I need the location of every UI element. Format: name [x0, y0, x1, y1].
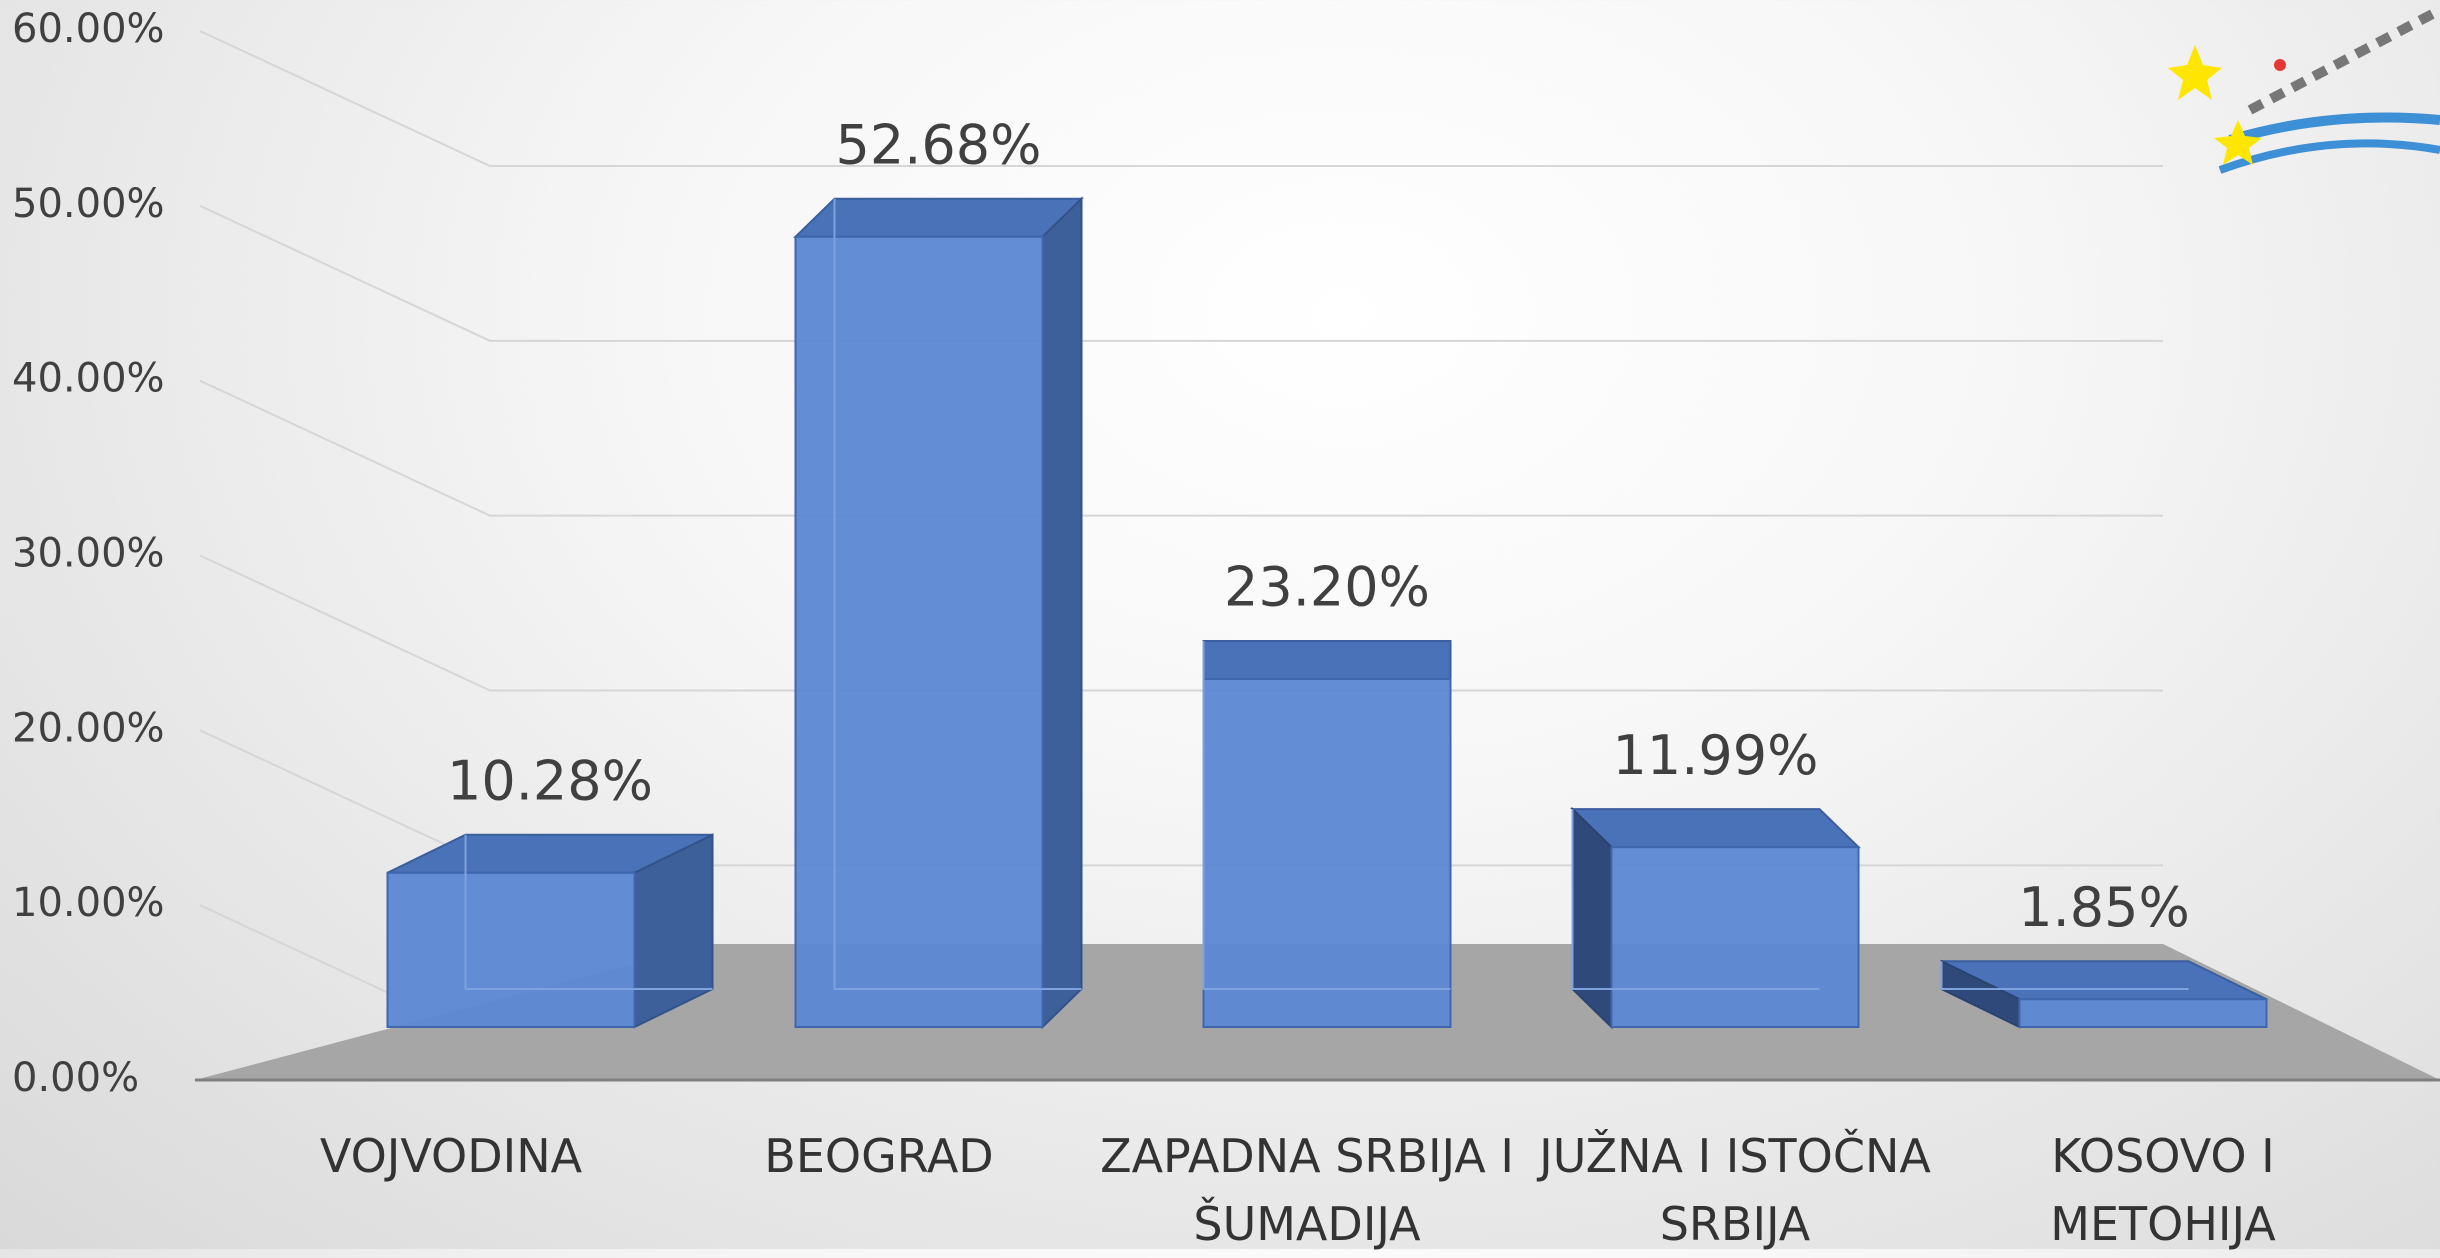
value-label: 10.28% — [447, 749, 653, 812]
bar-front — [794, 235, 1044, 1029]
value-label: 52.68% — [836, 113, 1042, 176]
y-tick-label: 10.00% — [12, 880, 165, 926]
grid-line — [199, 379, 2163, 517]
bar-inner-edge — [833, 198, 1082, 990]
bar-side — [1571, 806, 1613, 1030]
bar-front — [1202, 678, 1452, 1028]
x-tick-label: VOJVODINA — [319, 1129, 583, 1183]
x-tick-label: JUŽNA I ISTOČNA SRBIJA — [1539, 1129, 1931, 1251]
value-label: 1.85% — [2018, 876, 2190, 939]
y-tick-label: 30.00% — [12, 531, 165, 577]
bar-top — [1570, 808, 1861, 849]
bar — [1202, 640, 1452, 1028]
x-tick-label: ZAPADNA SRBIJA I ŠUMADIJA — [1100, 1129, 1514, 1251]
bar-front — [386, 871, 636, 1028]
bar-inner-edge — [1571, 809, 1820, 990]
value-label: 23.20% — [1224, 556, 1430, 619]
grid-line — [199, 554, 2163, 692]
x-tick-label: BEOGRAD — [764, 1129, 994, 1183]
grid-line — [199, 30, 2163, 167]
bar — [793, 196, 1084, 1030]
y-tick-label: 60.00% — [12, 6, 165, 52]
y-tick-label: 20.00% — [12, 705, 165, 751]
bar-top — [1202, 640, 1452, 680]
bar-side — [1041, 196, 1083, 1030]
logo — [2168, 5, 2440, 174]
grid-line — [199, 204, 2163, 342]
bar-inner-edge — [464, 834, 713, 990]
bar — [386, 833, 714, 1029]
x-tick-label: KOSOVO I METOHIJA — [2050, 1129, 2276, 1251]
y-tick-label: 50.00% — [12, 181, 165, 227]
y-tick-label: 40.00% — [12, 356, 165, 402]
bar-front — [1610, 846, 1860, 1029]
bar — [1940, 959, 2268, 1029]
bar-top — [793, 197, 1084, 238]
bar — [1570, 806, 1861, 1030]
y-tick-label: 0.00% — [12, 1055, 139, 1101]
bar-inner-edge — [1202, 641, 1451, 990]
value-label: 11.99% — [1613, 724, 1819, 787]
bar-inner-edge — [1940, 961, 2189, 990]
bar-front — [2018, 998, 2268, 1028]
